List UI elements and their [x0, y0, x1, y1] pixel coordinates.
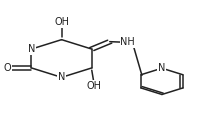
Text: OH: OH — [54, 17, 69, 27]
Text: O: O — [3, 63, 11, 73]
Text: NH: NH — [120, 37, 135, 47]
Text: N: N — [158, 63, 166, 73]
Text: OH: OH — [86, 81, 101, 91]
Text: N: N — [28, 44, 35, 54]
Text: N: N — [58, 72, 65, 82]
